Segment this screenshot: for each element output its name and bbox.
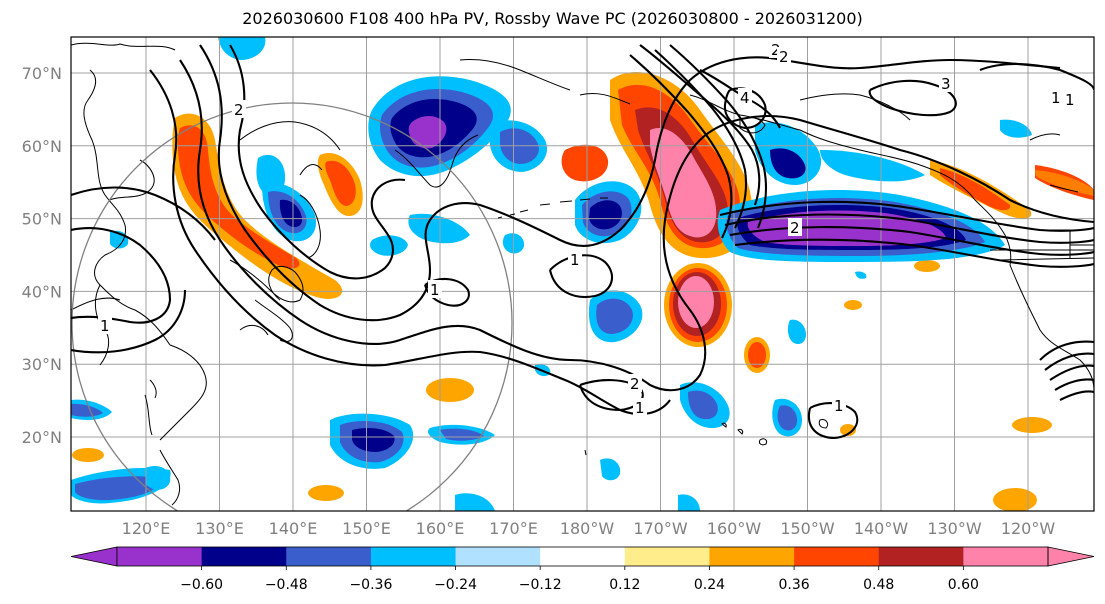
lat-label: 40°N	[22, 282, 62, 301]
contour-label: 4	[738, 88, 752, 107]
colorbar-segment	[963, 547, 1049, 566]
lon-label: 170°E	[489, 519, 538, 538]
lon-label: 150°E	[342, 519, 391, 538]
lon-label: 130°W	[927, 519, 982, 538]
colorbar-segment	[624, 547, 710, 566]
latitude-labels: 70°N 60°N 50°N 40°N 30°N 20°N	[22, 64, 62, 447]
lat-label: 30°N	[22, 355, 62, 374]
colorbar-segment	[286, 547, 372, 566]
svg-text:1: 1	[1065, 91, 1075, 109]
contour-label: 1	[1049, 88, 1063, 107]
colorbar-tick-label: 0.36	[779, 577, 810, 593]
contour-label: 1	[568, 250, 582, 269]
lon-label: 140°W	[854, 519, 909, 538]
positive-anomaly-sakhalin	[317, 152, 363, 217]
svg-text:1: 1	[1051, 89, 1061, 107]
colorbar-tick-label: 0.12	[609, 577, 640, 593]
lat-label: 60°N	[22, 137, 62, 156]
negative-anomaly-subtropical	[71, 37, 1032, 511]
colorbar-extend-max	[1047, 546, 1095, 567]
colorbar-tick-label: −0.36	[349, 577, 392, 593]
colorbar-segment	[201, 547, 287, 566]
colorbar-frame	[116, 546, 1049, 567]
svg-text:1: 1	[570, 251, 580, 269]
contour-label: 2	[232, 100, 246, 119]
svg-text:4: 4	[740, 89, 750, 107]
reference-circle	[71, 102, 513, 511]
lat-label: 70°N	[22, 64, 62, 83]
colorbar-segment	[540, 547, 626, 566]
pv-contours	[71, 44, 1094, 440]
colorbar-segment	[878, 547, 964, 566]
svg-text:3: 3	[941, 75, 951, 93]
colorbar-segment	[117, 547, 203, 566]
coastlines	[71, 42, 1094, 506]
contour-label: 2	[628, 374, 642, 393]
lon-label: 120°E	[122, 519, 171, 538]
svg-text:1: 1	[834, 397, 844, 415]
svg-text:2: 2	[779, 48, 789, 66]
colorbar-tick-label: −0.24	[434, 577, 477, 593]
svg-text:2: 2	[630, 375, 640, 393]
contour-label: 1	[1063, 90, 1077, 109]
contour-label: 2	[788, 218, 802, 237]
contour-label: 1	[98, 316, 112, 335]
colorbar-segment	[370, 547, 457, 566]
colorbar: −0.60 −0.48 −0.36 −0.24 −0.12 0.12 0.24 0.36 0.4…	[70, 546, 1095, 593]
lon-label: 170°W	[633, 519, 688, 538]
colorbar-extend-min	[70, 546, 118, 567]
contour-label: 1	[633, 398, 647, 417]
contour-label: 1	[428, 280, 442, 299]
longitude-labels: 120°E 130°E 140°E 150°E 160°E 170°E 180°W 170°W…	[122, 519, 1056, 538]
colorbar-tick-label: −0.60	[180, 577, 223, 593]
contour-label: 2	[777, 47, 791, 66]
colorbar-tick-label: −0.48	[265, 577, 308, 593]
map-background	[71, 37, 1094, 511]
map-title: 2026030600 F108 400 hPa PV, Rossby Wave …	[242, 9, 863, 28]
svg-text:1: 1	[100, 317, 110, 335]
contour-labels: 2 2 2 4 3 1 1 2 1 1 1 2 1 1	[98, 40, 1077, 417]
colorbar-tick-label: 0.60	[948, 577, 979, 593]
svg-text:1: 1	[635, 399, 645, 417]
colorbar-segment	[794, 547, 880, 566]
map-frame	[70, 36, 1095, 512]
lat-label: 50°N	[22, 210, 62, 229]
lon-label: 140°E	[269, 519, 318, 538]
positive-anomaly-gulf-of-alaska	[561, 144, 1094, 219]
colorbar-segment	[709, 547, 795, 566]
contour-label: 3	[939, 74, 953, 93]
lon-label: 120°W	[1001, 519, 1056, 538]
lon-label: 150°W	[780, 519, 835, 538]
contour-label: 1	[832, 396, 846, 415]
colorbar-segment	[455, 547, 541, 566]
lon-label: 130°E	[195, 519, 244, 538]
svg-text:2: 2	[234, 101, 244, 119]
positive-anomaly-central-pacific	[664, 263, 732, 347]
svg-text:2: 2	[771, 41, 781, 59]
svg-text:2: 2	[790, 219, 800, 237]
lat-label: 20°N	[22, 428, 62, 447]
positive-anomaly-japan	[172, 113, 343, 299]
lon-label: 180°W	[560, 519, 615, 538]
svg-text:1: 1	[430, 281, 440, 299]
colorbar-tick-label: 0.48	[863, 577, 894, 593]
lon-label: 160°E	[416, 519, 465, 538]
colorbar-tick-label: −0.12	[519, 577, 562, 593]
colorbar-tick-label: 0.24	[694, 577, 725, 593]
lon-label: 160°W	[707, 519, 762, 538]
